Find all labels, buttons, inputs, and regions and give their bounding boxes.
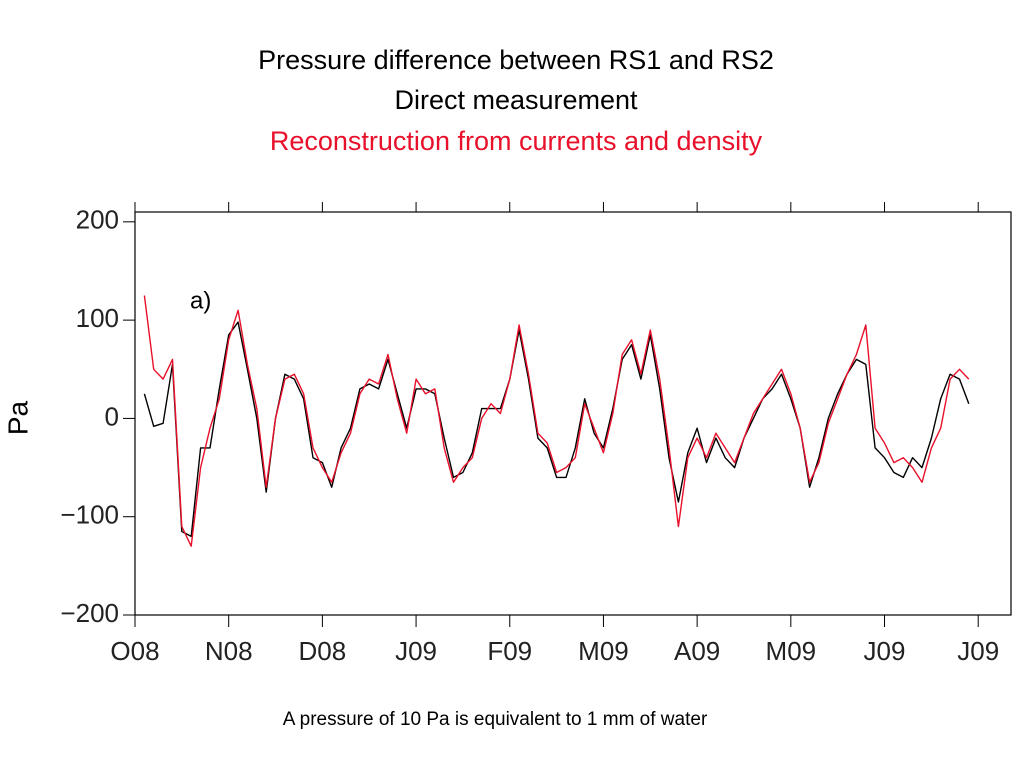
y-tick-label: 200 (76, 205, 119, 235)
x-tick-label: D08 (299, 636, 347, 666)
x-tick-label: N08 (205, 636, 253, 666)
legend-entry: Reconstruction from currents and density (270, 126, 763, 156)
x-tick-label: M09 (766, 636, 817, 666)
annotation: a) (190, 287, 211, 314)
chart-title: Pressure difference between RS1 and RS2 (258, 45, 774, 75)
footnote: A pressure of 10 Pa is equivalent to 1 m… (283, 709, 708, 730)
x-tick-label: A09 (674, 636, 720, 666)
x-tick-label: J09 (395, 636, 437, 666)
x-tick-label: J09 (864, 636, 906, 666)
y-tick-label: −200 (60, 598, 119, 628)
y-tick-label: −100 (60, 500, 119, 530)
data-line (143, 295, 970, 547)
legend-entry: Direct measurement (394, 85, 638, 115)
x-tick-label: M09 (578, 636, 629, 666)
plot-frame (134, 211, 1012, 616)
x-tick-label: F09 (487, 636, 532, 666)
y-tick-label: 100 (76, 303, 119, 333)
x-tick-label: O08 (110, 636, 159, 666)
x-tick-label: J09 (957, 636, 999, 666)
y-axis-label: Pa (2, 400, 33, 435)
y-tick-label: 0 (105, 401, 119, 431)
data-line (143, 321, 970, 538)
